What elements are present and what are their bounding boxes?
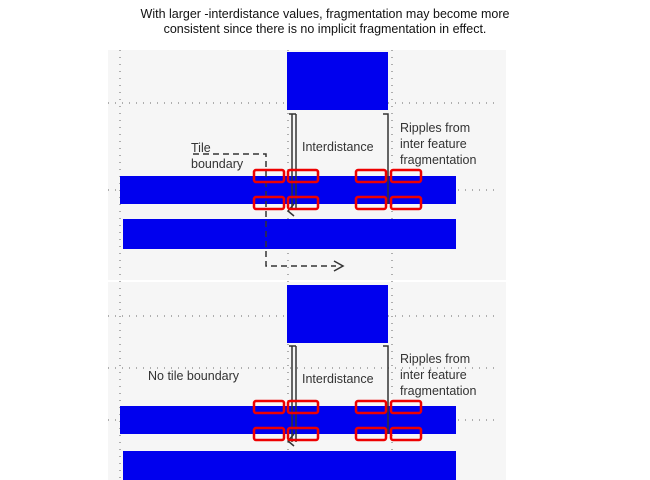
bottom-fragment-markers [252, 399, 423, 442]
top-ripples-label: Ripples from inter feature fragmentation [400, 120, 476, 168]
bottom-ripples-label: Ripples from inter feature fragmentation [400, 351, 476, 399]
tile-boundary-arrowhead [333, 260, 345, 272]
caption-line-2: consistent since there is no implicit fr… [163, 22, 487, 36]
no-tile-boundary-label: No tile boundary [148, 369, 240, 383]
bottom-ripples-line-1: Ripples from [400, 352, 471, 366]
caption-line-1: With larger -interdistance values, fragm… [140, 7, 510, 21]
tile-boundary-label: Tile boundary [191, 140, 243, 172]
bottom-vertical-feature [287, 285, 388, 343]
top-horizontal-line-2 [123, 219, 456, 249]
bottom-ripples-line-3: fragmentation [400, 384, 477, 398]
top-interdistance-label: Interdistance [302, 140, 374, 154]
tile-boundary-arrow [193, 153, 336, 267]
top-interdistance-bracket [286, 113, 389, 217]
top-ripples-line-1: Ripples from [400, 121, 471, 135]
tile-boundary-label-line-2: boundary [191, 157, 244, 171]
tile-boundary-label-line-1: Tile [191, 141, 211, 155]
top-vertical-feature [287, 52, 388, 110]
bottom-interdistance-bracket [286, 345, 389, 447]
top-fragment-markers [252, 168, 423, 211]
top-ripples-line-3: fragmentation [400, 153, 477, 167]
figure-caption: With larger -interdistance values, fragm… [0, 7, 650, 37]
bottom-interdistance-label: Interdistance [302, 372, 374, 386]
bottom-horizontal-line-2 [123, 451, 456, 480]
top-ripples-line-2: inter feature [400, 137, 467, 151]
bottom-ripples-line-2: inter feature [400, 368, 467, 382]
